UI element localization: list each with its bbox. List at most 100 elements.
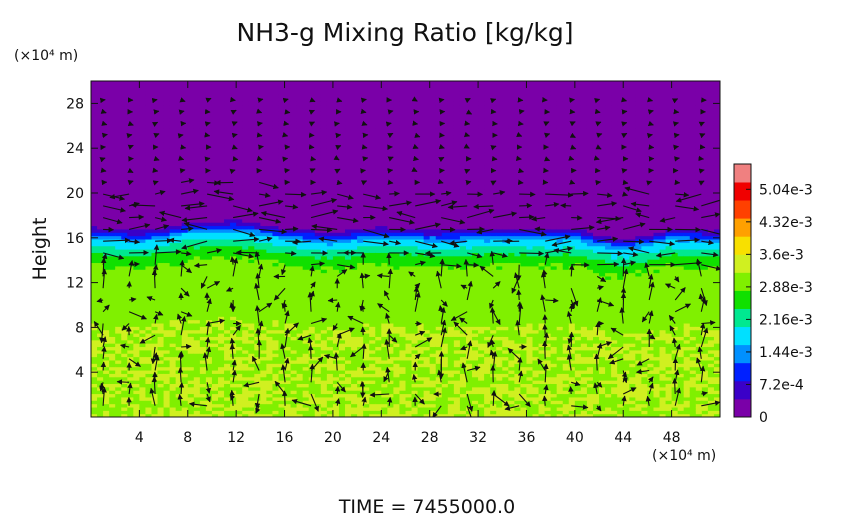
field-cell	[290, 212, 298, 216]
field-cell	[139, 107, 147, 112]
field-cell	[296, 121, 304, 126]
field-cell	[97, 316, 104, 321]
field-cell	[205, 406, 213, 411]
field-cell	[169, 322, 177, 327]
field-cell	[193, 413, 201, 417]
field-cell	[224, 406, 231, 411]
field-cell	[133, 91, 140, 96]
field-cell	[205, 356, 213, 361]
field-cell	[211, 208, 219, 213]
field-cell	[133, 406, 140, 411]
field-cell	[290, 296, 298, 300]
field-cell	[230, 275, 237, 280]
field-cell	[284, 265, 292, 270]
field-cell	[266, 218, 274, 223]
field-cell	[260, 104, 267, 109]
field-cell	[145, 114, 153, 119]
field-cell	[193, 195, 201, 200]
field-cell	[121, 161, 128, 166]
field-cell	[211, 302, 219, 307]
field-cell	[224, 373, 231, 378]
field-cell	[266, 259, 274, 264]
field-cell	[163, 396, 171, 401]
field-cell	[254, 208, 261, 213]
field-cell	[199, 87, 207, 92]
field-cell	[163, 84, 171, 89]
field-cell	[115, 329, 122, 334]
field-cell	[205, 235, 213, 240]
field-cell	[218, 373, 225, 378]
field-cell	[224, 238, 231, 243]
field-cell	[218, 265, 225, 270]
field-cell	[242, 148, 249, 153]
field-cell	[115, 249, 122, 253]
field-cell	[272, 396, 280, 401]
field-cell	[97, 376, 104, 381]
field-cell	[236, 255, 243, 260]
field-cell	[199, 262, 207, 267]
field-cell	[187, 151, 195, 156]
field-cell	[242, 81, 249, 85]
field-cell	[115, 141, 122, 146]
field-cell	[278, 285, 286, 290]
field-cell	[145, 151, 153, 156]
field-cell	[211, 201, 219, 206]
field-cell	[224, 242, 231, 247]
field-cell	[169, 117, 177, 122]
field-cell	[181, 275, 189, 280]
field-cell	[97, 406, 104, 411]
field-cell	[169, 282, 177, 287]
field-cell	[133, 181, 140, 186]
field-cell	[224, 259, 231, 264]
field-cell	[266, 175, 274, 180]
field-cell	[278, 131, 286, 136]
field-cell	[181, 114, 189, 119]
field-cell	[151, 218, 159, 223]
field-cell	[254, 198, 261, 203]
field-cell	[199, 171, 207, 176]
field-cell	[272, 306, 280, 311]
field-cell	[205, 161, 213, 166]
field-cell	[91, 212, 98, 216]
field-cell	[133, 178, 140, 183]
field-cell	[193, 373, 201, 378]
field-cell	[109, 380, 116, 384]
field-cell	[242, 363, 249, 368]
field-cell	[224, 309, 231, 314]
field-cell	[121, 154, 128, 159]
field-cell	[242, 225, 249, 230]
field-cell	[266, 138, 274, 143]
field-cell	[230, 235, 237, 240]
field-cell	[218, 208, 225, 213]
field-cell	[187, 117, 195, 122]
field-cell	[296, 131, 304, 136]
field-cell	[230, 249, 237, 253]
field-cell	[266, 111, 274, 116]
field-cell	[272, 208, 280, 213]
field-cell	[254, 104, 261, 109]
field-cell	[151, 212, 159, 216]
field-cell	[290, 390, 298, 395]
field-cell	[103, 81, 110, 85]
field-cell	[103, 326, 110, 331]
field-cell	[115, 403, 122, 408]
field-cell	[181, 333, 189, 337]
field-cell	[109, 343, 116, 348]
field-cell	[266, 252, 274, 257]
field-cell	[115, 302, 122, 307]
field-cell	[242, 349, 249, 354]
field-cell	[97, 356, 104, 361]
field-cell	[97, 333, 104, 337]
field-cell	[145, 235, 153, 240]
field-cell	[157, 128, 165, 132]
field-cell	[302, 296, 310, 300]
field-cell	[296, 185, 304, 190]
field-cell	[175, 380, 183, 384]
field-cell	[254, 356, 261, 361]
field-cell	[218, 141, 225, 146]
field-cell	[109, 282, 116, 287]
field-cell	[97, 242, 104, 247]
field-cell	[296, 353, 304, 358]
field-cell	[181, 111, 189, 116]
field-cell	[115, 312, 122, 317]
